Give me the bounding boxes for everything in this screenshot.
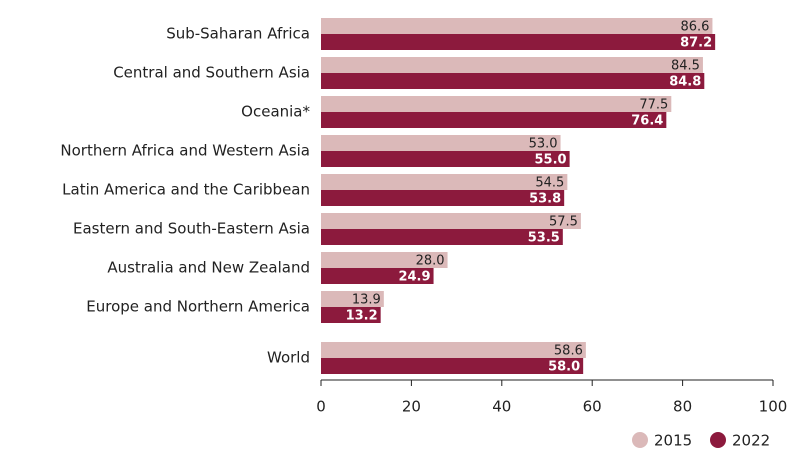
value-label: 77.5 xyxy=(639,98,668,113)
bar xyxy=(321,252,448,268)
category-label: Central and Southern Asia xyxy=(113,64,310,82)
category-label: Europe and Northern America xyxy=(86,298,310,316)
value-label: 86.6 xyxy=(680,20,709,35)
x-tick-label: 0 xyxy=(316,398,326,416)
value-label: 84.8 xyxy=(669,75,701,90)
value-label: 53.5 xyxy=(528,231,560,246)
value-label: 87.2 xyxy=(680,36,712,51)
bar xyxy=(321,307,381,323)
bar xyxy=(321,291,384,307)
bar xyxy=(321,213,581,229)
value-label: 57.5 xyxy=(549,215,578,230)
bar xyxy=(321,229,563,245)
bar xyxy=(321,96,672,112)
legend-label: 2015 xyxy=(654,432,692,450)
value-label: 54.5 xyxy=(535,176,564,191)
x-tick-label: 100 xyxy=(759,398,788,416)
bar xyxy=(321,342,586,358)
value-label: 24.9 xyxy=(398,270,430,285)
value-label: 55.0 xyxy=(535,153,567,168)
bar xyxy=(321,112,667,128)
category-label: World xyxy=(267,349,310,367)
bar xyxy=(321,73,705,89)
bar xyxy=(321,34,716,50)
value-label: 84.5 xyxy=(671,59,700,74)
x-tick-label: 60 xyxy=(583,398,602,416)
category-label: Australia and New Zealand xyxy=(107,259,310,277)
value-label: 13.9 xyxy=(352,293,381,308)
value-label: 13.2 xyxy=(346,309,378,324)
value-label: 53.0 xyxy=(529,137,558,152)
category-label: Oceania* xyxy=(241,103,310,121)
legend-label: 2022 xyxy=(732,432,770,450)
bar xyxy=(321,151,570,167)
category-label: Sub-Saharan Africa xyxy=(166,25,310,43)
bar xyxy=(321,268,434,284)
bar xyxy=(321,174,568,190)
category-label: Northern Africa and Western Asia xyxy=(60,142,310,160)
x-tick-label: 40 xyxy=(492,398,511,416)
value-label: 53.8 xyxy=(529,192,561,207)
bar xyxy=(321,135,561,151)
value-label: 76.4 xyxy=(631,114,663,129)
bar xyxy=(321,358,584,374)
bar xyxy=(321,190,565,206)
bar xyxy=(321,57,703,73)
bar xyxy=(321,18,713,34)
legend-swatch xyxy=(710,432,726,448)
value-label: 28.0 xyxy=(416,254,445,269)
x-tick-label: 80 xyxy=(673,398,692,416)
category-label: Latin America and the Caribbean xyxy=(62,181,310,199)
value-label: 58.6 xyxy=(554,344,583,359)
legend-swatch xyxy=(632,432,648,448)
x-tick-label: 20 xyxy=(402,398,421,416)
category-label: Eastern and South-Eastern Asia xyxy=(73,220,310,238)
value-label: 58.0 xyxy=(548,360,580,375)
